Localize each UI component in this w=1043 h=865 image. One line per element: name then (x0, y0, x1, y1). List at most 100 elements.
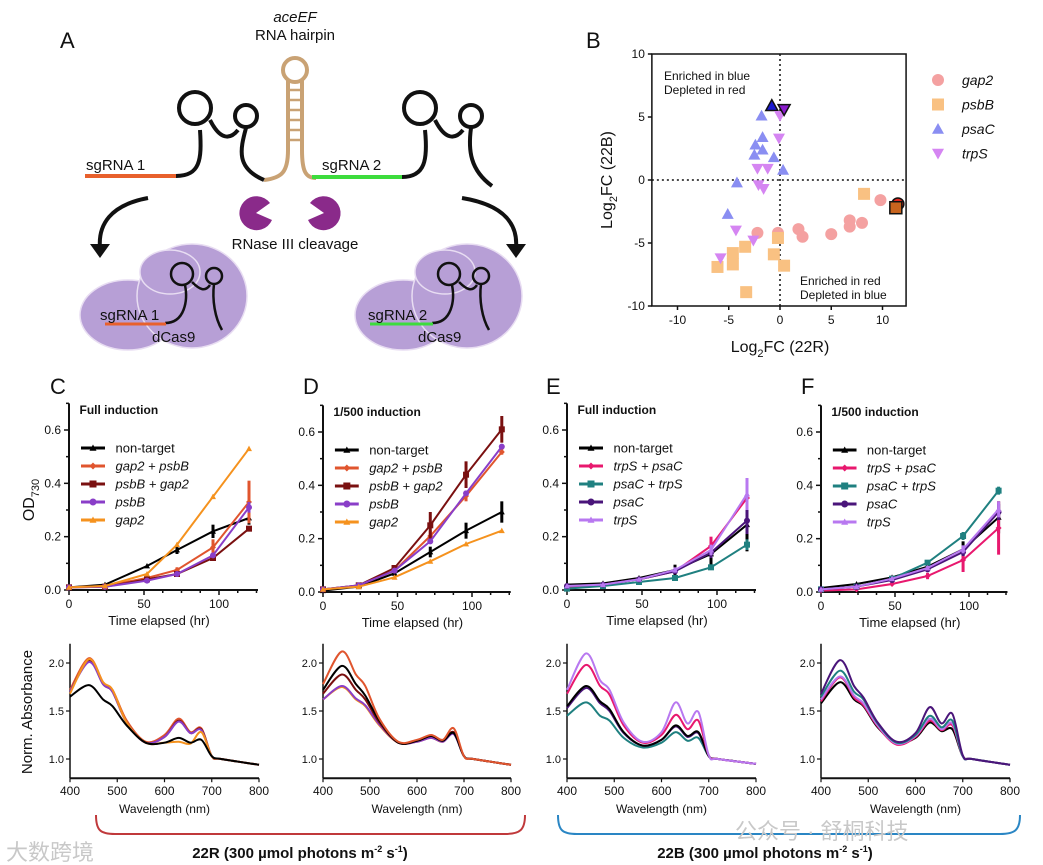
legend-label: psbB (368, 497, 399, 512)
data-point (636, 576, 642, 582)
scatter-point-gap2 (856, 216, 868, 229)
y-tick-label: 10 (632, 47, 646, 61)
data-point (391, 574, 398, 580)
scatter-point-trpS (729, 225, 742, 237)
legend-label: psaC + trpS (613, 477, 683, 492)
data-point (924, 565, 931, 571)
chart-title: 1/500 induction (831, 405, 918, 419)
scatter-point-psaC (749, 138, 762, 150)
series-line-gap2 (68, 448, 250, 589)
legend-marker (343, 464, 351, 472)
data-point (708, 547, 714, 553)
legend-label: gap2 (116, 513, 146, 528)
x-tick-label: 800 (1000, 784, 1020, 798)
legend-label: gap2 + psbB (116, 459, 190, 474)
x-tick-label: 0 (320, 599, 327, 613)
series-line-psaC (566, 519, 748, 587)
spectrum-line-psaC-trpS (820, 669, 1011, 766)
y-tick-label: 0.4 (542, 476, 559, 490)
legend-label: gap2 (962, 72, 993, 88)
x-tick-label: 500 (107, 784, 127, 798)
series-line-gap2 (322, 529, 503, 591)
y-tick-label: 0.4 (44, 476, 61, 490)
highlight-point-psaC (764, 98, 780, 112)
scatter-point-gap2 (874, 194, 887, 207)
series-line-trpS-psaC (820, 527, 1000, 592)
bound-sgrna-icon (164, 261, 491, 331)
data-point (960, 546, 967, 552)
scatter-point-psaC (755, 109, 768, 121)
arrowhead-icon (90, 244, 526, 258)
data-point (246, 504, 252, 511)
scatter-point-psbB (771, 231, 784, 244)
series-line-trpS (566, 493, 748, 587)
spectrum-line-gap2-psbB (322, 650, 512, 766)
data-point (924, 559, 931, 566)
x-axis-title: Wavelength (nm) (616, 802, 707, 816)
legend-marker (89, 462, 97, 470)
x-tick-label: 400 (811, 784, 831, 798)
data-point (498, 509, 505, 515)
legend-label: trpS (614, 513, 638, 528)
highlight-point-psbB (889, 200, 903, 215)
x-axis-title: Time elapsed (hr) (859, 615, 960, 630)
annotation-line: Enriched in blue (664, 69, 750, 83)
data-point (102, 583, 108, 589)
x-axis-title: Time elapsed (hr) (606, 613, 707, 628)
x-tick-label: -10 (669, 313, 687, 327)
legend-label: non-target (614, 441, 674, 456)
legend-label: trpS + psaC (867, 461, 937, 476)
scatter-point-gap2 (825, 228, 838, 241)
complex2-sgrna-label: sgRNA 2 (368, 307, 427, 324)
data-point (210, 528, 216, 534)
watermark-left: 大数跨境 (6, 840, 94, 865)
y-tick-label: 0 (638, 173, 645, 187)
growth-chart-f: 0.0 0.2 0.4 0.6 0 50 100 Time elapsed (hr) 1/500… (796, 404, 1008, 630)
y-tick-label: 0.6 (796, 425, 813, 439)
x-tick-label: 400 (313, 784, 333, 798)
data-point (818, 586, 824, 592)
data-point (463, 541, 470, 547)
spectrum-line-psaC (820, 659, 1011, 766)
scatter-point-psbB (767, 248, 780, 261)
x-tick-label: 500 (858, 784, 878, 798)
x-tick-label: 600 (651, 784, 671, 798)
data-point (995, 487, 1002, 494)
x-tick-label: -5 (723, 313, 734, 327)
legend-marker (587, 462, 595, 470)
y-tick-label: 0.0 (796, 585, 813, 599)
legend-marker-psbB (932, 98, 944, 111)
series-line-trpS (820, 508, 1000, 591)
spectrum-line-psbB-gap2 (322, 673, 512, 766)
spectrum-line-non-target (322, 664, 512, 766)
legend-marker (587, 480, 595, 488)
spectrum-line-non-target (69, 684, 260, 766)
complex1-dcas9-label: dCas9 (152, 329, 195, 346)
annotation-line: Enriched in red (800, 274, 881, 288)
y-tick-label: 2.0 (49, 658, 64, 670)
scatter-point-psbB (858, 187, 871, 200)
legend-label: gap2 (369, 515, 399, 530)
legend-marker (343, 500, 351, 508)
y-tick-label: 0.6 (44, 423, 61, 437)
data-point (210, 552, 216, 559)
panel-letter-e: E (546, 374, 561, 399)
red-condition-label: 22R (300 µmol photons m-2 s-1) (192, 844, 408, 862)
legend-label: psaC (961, 121, 996, 137)
data-point (174, 547, 180, 553)
data-point (144, 571, 150, 577)
legend-marker (89, 498, 97, 506)
scatter-point-psaC (748, 148, 761, 160)
legend-marker (343, 446, 351, 453)
legend-marker (587, 444, 595, 451)
x-tick-label: 800 (746, 784, 766, 798)
scatter-point-psbB (778, 259, 791, 272)
x-tick-label: 700 (953, 784, 973, 798)
y-tick-label: 2.0 (546, 658, 561, 670)
data-point (427, 538, 434, 545)
data-point (924, 573, 931, 579)
x-axis-title: Wavelength (nm) (372, 802, 463, 816)
y-tick-label: 1.0 (302, 754, 317, 766)
scatter-point-trpS (772, 133, 785, 145)
